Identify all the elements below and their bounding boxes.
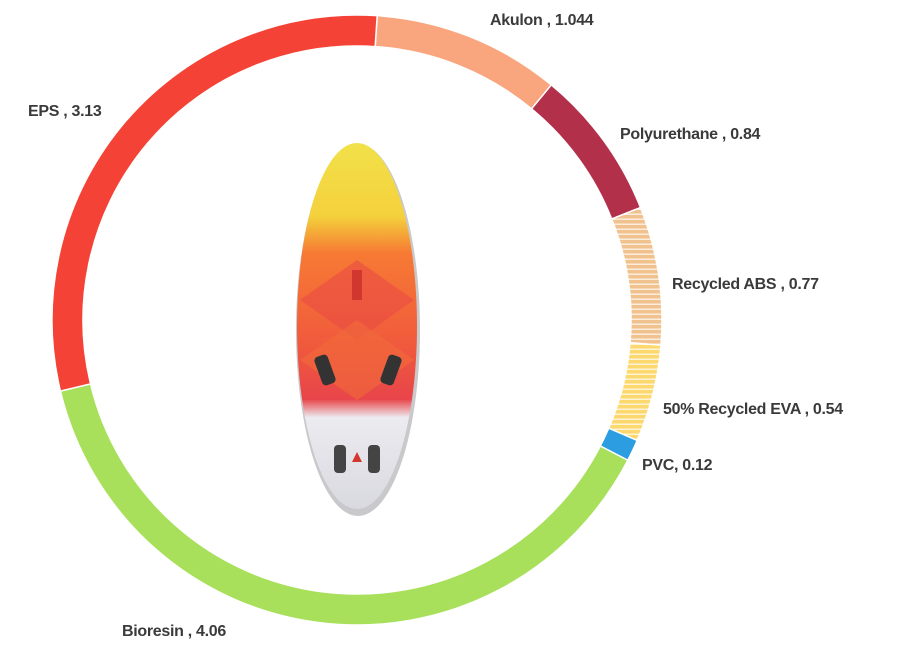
data-label: 50% Recycled EVA , 0.54 bbox=[663, 401, 843, 418]
data-label: Bioresin , 4.06 bbox=[122, 623, 226, 640]
donut-segment bbox=[532, 85, 641, 219]
data-label: Polyurethane , 0.84 bbox=[620, 126, 761, 143]
board-image bbox=[296, 143, 420, 516]
chart: Akulon , 1.044 Polyurethane , 0.84 Recycle… bbox=[0, 0, 898, 645]
data-label: Recycled ABS , 0.77 bbox=[672, 276, 819, 293]
data-label: PVC, 0.12 bbox=[642, 457, 713, 474]
data-label: EPS , 3.13 bbox=[28, 103, 102, 120]
donut-segment bbox=[609, 343, 661, 441]
data-label: Akulon , 1.044 bbox=[490, 12, 594, 29]
donut-segment bbox=[612, 208, 662, 346]
donut-segment bbox=[375, 16, 551, 109]
